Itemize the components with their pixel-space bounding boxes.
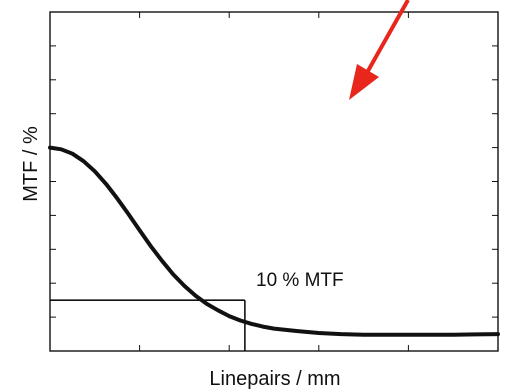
pointer-arrow — [349, 0, 410, 100]
y-axis-label: MTF / % — [20, 126, 42, 202]
mtf-curve — [48, 145, 500, 337]
arrow-head — [349, 64, 379, 100]
arrow-shaft — [362, 0, 410, 79]
plot-frame — [49, 11, 499, 352]
annotation-label: 10 % MTF — [256, 270, 344, 291]
axis-ticks — [50, 12, 498, 351]
x-axis-label: Linepairs / mm — [209, 368, 340, 390]
